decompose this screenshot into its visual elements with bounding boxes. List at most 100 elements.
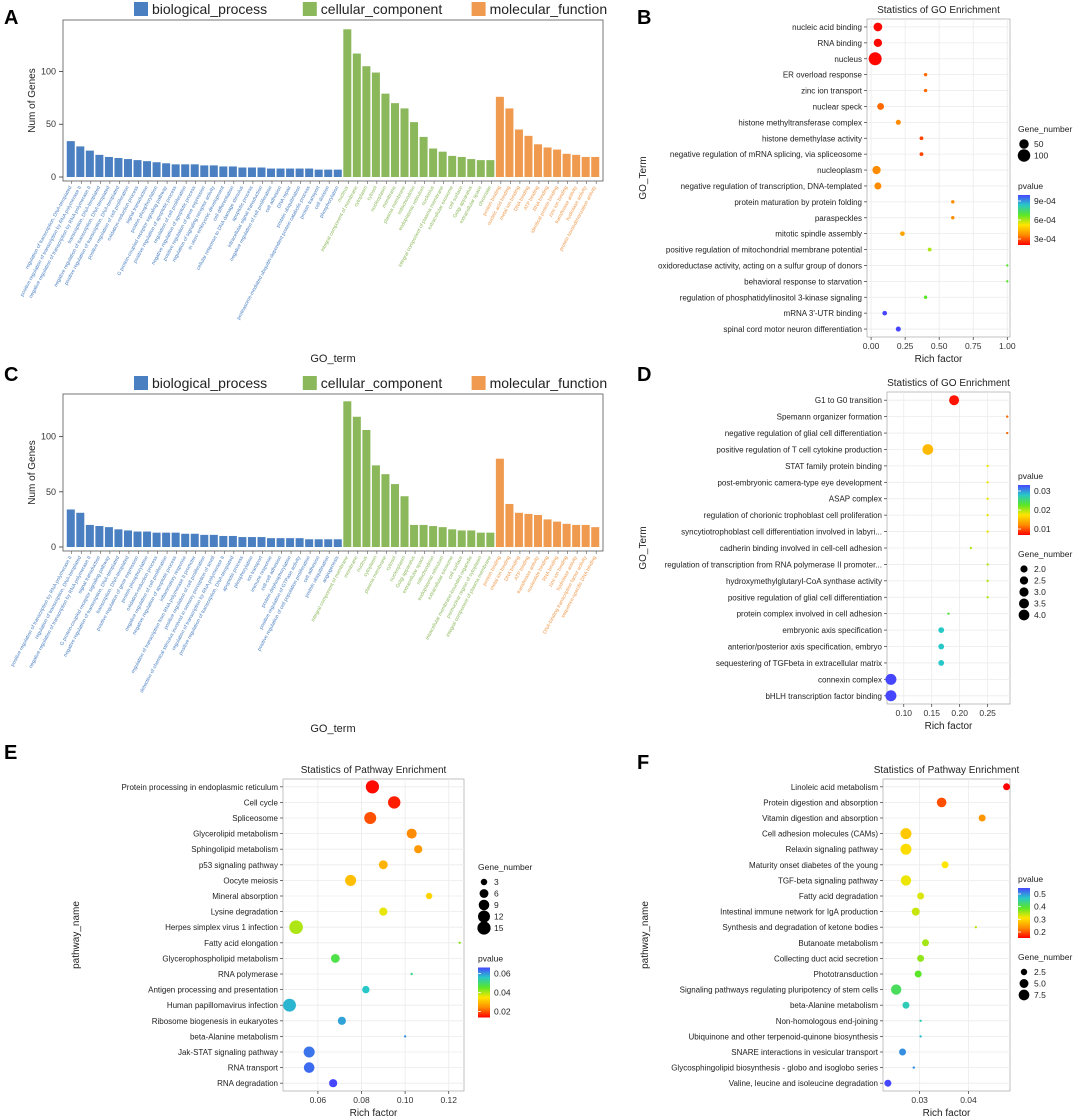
size-legend-dot bbox=[480, 878, 488, 886]
bar bbox=[247, 167, 256, 177]
y-tick-label: sequestering of TGFbeta in extracellular… bbox=[716, 659, 882, 668]
y-tick-label: positive regulation of glial cell differ… bbox=[728, 593, 882, 602]
data-point bbox=[986, 481, 989, 484]
color-legend-label: 0.01 bbox=[1034, 524, 1051, 534]
data-point bbox=[425, 892, 433, 900]
bar bbox=[419, 524, 428, 547]
bar bbox=[219, 166, 228, 177]
size-legend-title: Gene_number bbox=[1018, 952, 1073, 962]
bar bbox=[152, 162, 161, 177]
panel-label: D bbox=[637, 364, 651, 386]
color-legend-title: pvalue bbox=[1018, 874, 1043, 884]
bar bbox=[562, 153, 571, 177]
color-legend-title: pvalue bbox=[1018, 181, 1043, 191]
data-point bbox=[283, 998, 296, 1012]
data-point bbox=[900, 875, 912, 886]
data-point bbox=[923, 295, 928, 299]
bar bbox=[181, 164, 190, 177]
y-tick-label: zinc ion transport bbox=[801, 87, 863, 96]
y-tick-label: Human papillomavirus infection bbox=[167, 1001, 278, 1010]
y-tick-label: 50 bbox=[46, 119, 56, 129]
bar bbox=[381, 93, 390, 177]
x-tick-label: 0.50 bbox=[931, 341, 948, 351]
bar bbox=[200, 534, 209, 547]
y-tick-label: Glycerolipid metabolism bbox=[193, 830, 278, 839]
bar bbox=[543, 147, 552, 177]
y-tick-label: regulation of chorionic trophoblast cell… bbox=[704, 511, 882, 520]
size-legend-dot bbox=[477, 921, 491, 935]
legend-label: biological_process bbox=[152, 1, 267, 17]
data-point bbox=[900, 843, 912, 855]
legend-label: molecular_function bbox=[490, 375, 608, 391]
x-tick-label: 0.08 bbox=[353, 1095, 370, 1105]
bar bbox=[505, 108, 514, 177]
bar bbox=[457, 530, 466, 547]
color-legend-label: 0.2 bbox=[1034, 927, 1046, 937]
y-tick-label: histone methyltransferase complex bbox=[738, 118, 862, 127]
y-tick-label: embryonic axis specification bbox=[782, 626, 882, 635]
size-legend-dot bbox=[1019, 979, 1029, 988]
y-tick-label: nucleic acid binding bbox=[792, 23, 862, 32]
bar bbox=[467, 530, 476, 547]
bar bbox=[143, 161, 152, 177]
bar bbox=[133, 531, 142, 547]
bar bbox=[276, 168, 285, 177]
y-tick-label: Sphingolipid metabolism bbox=[191, 845, 278, 854]
bar bbox=[286, 538, 295, 547]
y-tick-label: positive regulation of mitochondrial mem… bbox=[666, 246, 862, 255]
data-point bbox=[873, 22, 883, 32]
x-axis-title: Rich factor bbox=[915, 354, 963, 365]
bar bbox=[581, 524, 590, 547]
data-point bbox=[912, 1066, 915, 1069]
panel-label: A bbox=[4, 7, 18, 29]
data-point bbox=[919, 152, 924, 157]
data-point bbox=[868, 52, 882, 66]
bar bbox=[429, 526, 438, 547]
data-point bbox=[873, 38, 883, 48]
x-tick-label: 0.06 bbox=[310, 1095, 327, 1105]
data-point bbox=[917, 892, 925, 900]
x-tick-label: 1.00 bbox=[999, 341, 1016, 351]
y-tick-label: syncytiotrophoblast cell differentiation… bbox=[681, 528, 882, 537]
color-legend-bar bbox=[1018, 888, 1030, 938]
bar bbox=[114, 158, 123, 177]
data-point bbox=[986, 513, 989, 517]
data-point bbox=[986, 497, 989, 500]
bar bbox=[267, 538, 276, 547]
y-tick-label: anterior/posterior axis specification, e… bbox=[728, 643, 883, 652]
size-legend-dot bbox=[479, 889, 489, 898]
y-tick-label: oxidoreductase activity, acting on a sul… bbox=[658, 261, 862, 270]
data-point bbox=[872, 165, 881, 175]
color-legend-label: 0.02 bbox=[1034, 505, 1051, 515]
data-point bbox=[951, 216, 955, 220]
chart-title: Statistics of GO Enrichment bbox=[877, 5, 1000, 16]
bar bbox=[162, 163, 171, 177]
y-tick-label: 0 bbox=[51, 172, 56, 182]
bar bbox=[200, 165, 209, 177]
y-tick-label: regulation of transcription from RNA pol… bbox=[665, 560, 882, 569]
y-tick-label: positive regulation of T cell cytokine p… bbox=[716, 445, 882, 454]
data-point bbox=[458, 941, 461, 944]
y-tick-label: Antigen processing and presentation bbox=[148, 986, 278, 995]
x-tick-label: 0.25 bbox=[897, 341, 914, 351]
data-point bbox=[919, 136, 924, 141]
legend-swatch bbox=[302, 376, 317, 390]
bar bbox=[572, 524, 581, 547]
data-point bbox=[902, 1001, 910, 1009]
bar bbox=[476, 532, 485, 547]
bar bbox=[486, 160, 495, 177]
bar bbox=[76, 512, 85, 547]
bar bbox=[371, 72, 380, 177]
y-tick-label: 100 bbox=[41, 432, 56, 442]
size-legend-label: 3.5 bbox=[1034, 599, 1046, 609]
y-tick-label: ASAP complex bbox=[829, 495, 882, 504]
plot-area bbox=[882, 778, 1011, 1092]
data-point bbox=[923, 88, 928, 93]
y-tick-label: RNA transport bbox=[228, 1064, 279, 1073]
panel-label: B bbox=[637, 7, 651, 29]
y-tick-label: Linoleic acid metabolism bbox=[791, 783, 878, 792]
color-legend-label: 0.02 bbox=[494, 1007, 511, 1017]
y-tick-label: negative regulation of glial cell differ… bbox=[725, 429, 882, 438]
y-tick-label: negative regulation of transcription, DN… bbox=[681, 182, 862, 191]
